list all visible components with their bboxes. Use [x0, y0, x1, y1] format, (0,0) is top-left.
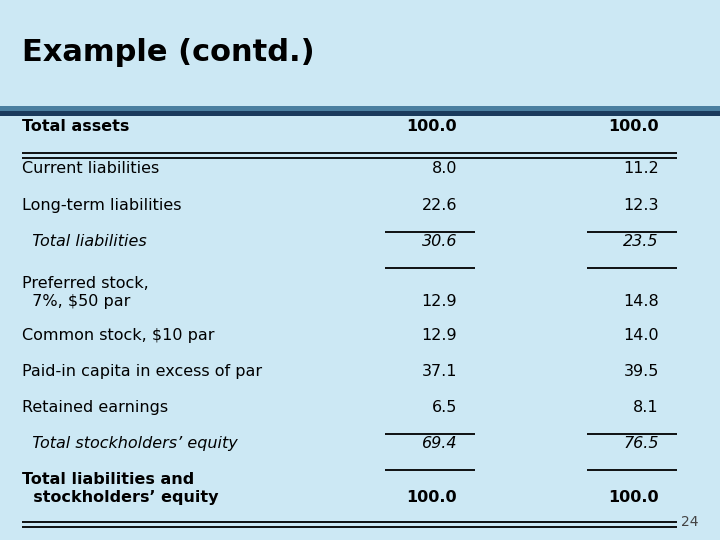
Text: 12.9: 12.9	[422, 294, 457, 309]
Text: Example (contd.): Example (contd.)	[22, 38, 314, 67]
Text: 8.1: 8.1	[633, 400, 659, 415]
Text: 14.0: 14.0	[624, 328, 659, 343]
Text: Paid-in capita in excess of par: Paid-in capita in excess of par	[22, 364, 262, 379]
Text: 100.0: 100.0	[608, 490, 659, 505]
Text: 12.3: 12.3	[624, 198, 659, 213]
Text: 12.9: 12.9	[422, 328, 457, 343]
Text: Preferred stock,
  7%, $50 par: Preferred stock, 7%, $50 par	[22, 276, 148, 309]
Bar	[0, 106, 720, 111]
Text: 69.4: 69.4	[422, 436, 457, 451]
Text: 22.6: 22.6	[422, 198, 457, 213]
Text: 24: 24	[681, 515, 698, 529]
Text: 100.0: 100.0	[407, 490, 457, 505]
Text: Long-term liabilities: Long-term liabilities	[22, 198, 181, 213]
Text: Total liabilities and
  stockholders’ equity: Total liabilities and stockholders’ equi…	[22, 472, 218, 505]
Text: 6.5: 6.5	[432, 400, 457, 415]
Text: Total stockholders’ equity: Total stockholders’ equity	[22, 436, 238, 451]
Text: Retained earnings: Retained earnings	[22, 400, 168, 415]
Text: Total assets: Total assets	[22, 119, 129, 134]
Text: 11.2: 11.2	[623, 161, 659, 177]
Text: 39.5: 39.5	[624, 364, 659, 379]
Text: 8.0: 8.0	[432, 161, 457, 177]
Text: 30.6: 30.6	[422, 234, 457, 249]
Text: 14.8: 14.8	[623, 294, 659, 309]
Text: 100.0: 100.0	[608, 119, 659, 134]
Text: Common stock, $10 par: Common stock, $10 par	[22, 328, 214, 343]
Text: 37.1: 37.1	[422, 364, 457, 379]
Text: 76.5: 76.5	[624, 436, 659, 451]
Text: Current liabilities: Current liabilities	[22, 161, 159, 177]
Text: 23.5: 23.5	[624, 234, 659, 249]
Text: Total liabilities: Total liabilities	[22, 234, 146, 249]
Text: 100.0: 100.0	[407, 119, 457, 134]
Bar	[0, 106, 720, 116]
